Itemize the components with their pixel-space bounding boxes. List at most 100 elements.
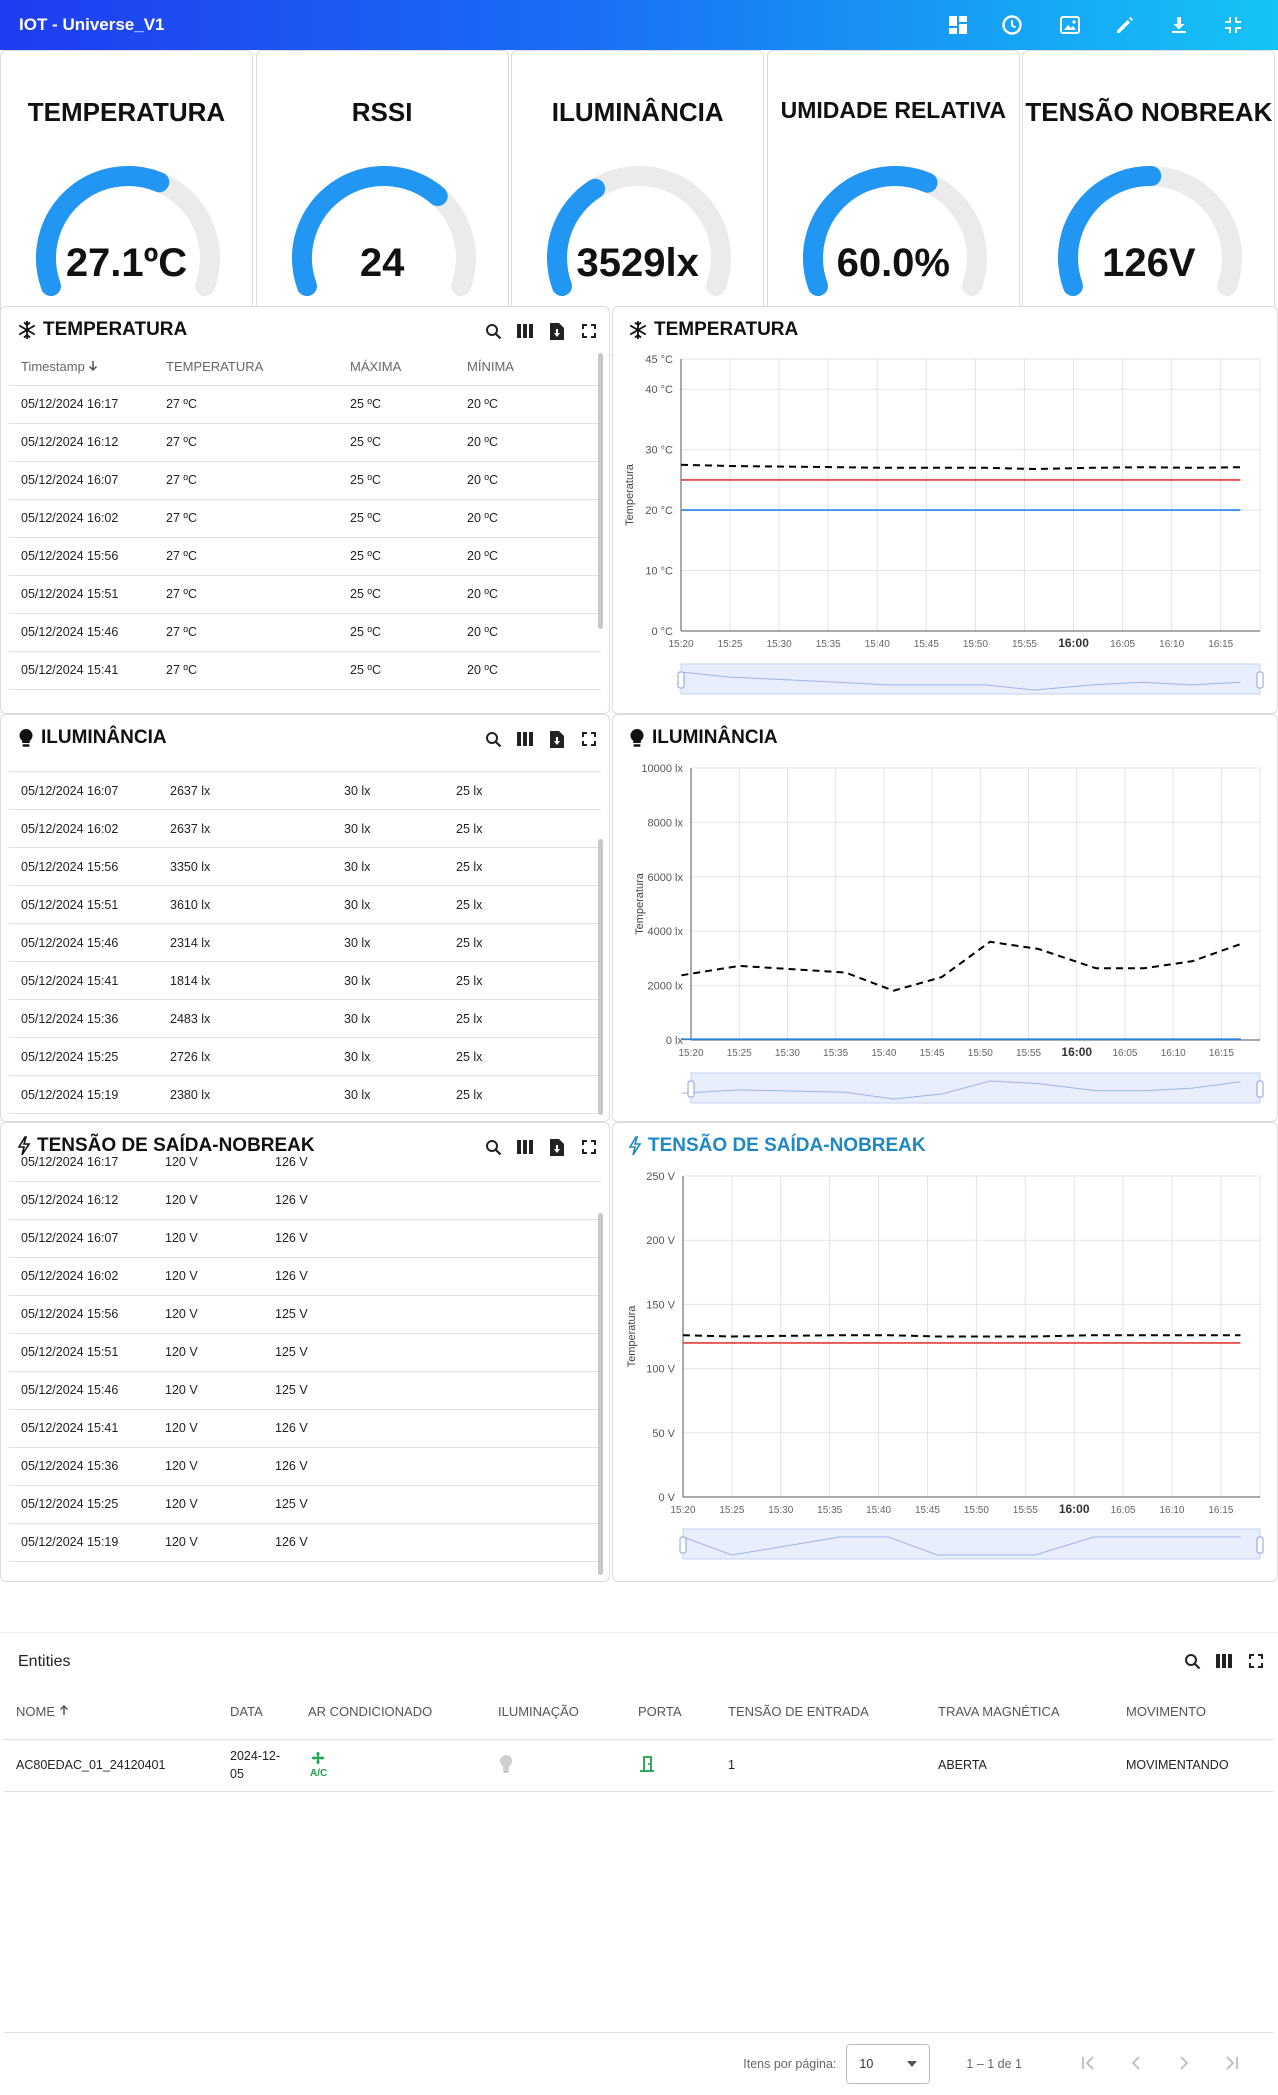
first-page-icon	[1082, 2055, 1094, 2070]
table-row[interactable]: 05/12/2024 16:07 27 ºC 25 ºC 20 ºC	[9, 461, 601, 500]
column-header-timestamp[interactable]: Timestamp	[9, 349, 166, 386]
illuminance-table-card: ILUMINÂNCIA 05/12/2024 16:07 2637 lx 30 lx…	[0, 714, 610, 1122]
table-row[interactable]: 05/12/2024 16:02 27 ºC 25 ºC 20 ºC	[9, 499, 601, 538]
table-row[interactable]: 05/12/2024 16:17 27 ºC 25 ºC 20 ºC	[9, 385, 601, 424]
column-header-porta[interactable]: PORTA	[626, 1685, 716, 1740]
table-row[interactable]: 05/12/2024 15:46 27 ºC 25 ºC 20 ºC	[9, 613, 601, 652]
columns-icon	[517, 324, 533, 338]
download-button[interactable]	[1165, 11, 1193, 39]
table-row[interactable]: 05/12/2024 15:41 1814 lx 30 lx 25 lx	[9, 961, 601, 1000]
illuminance-line-chart[interactable]: 0 lx 2000 lx 4000 lx 6000 lx 8000 lx 10000 lx…	[613, 715, 1278, 1122]
export-button[interactable]	[547, 729, 567, 749]
table-row[interactable]: 05/12/2024 16:02 2637 lx 30 lx 25 lx	[9, 809, 601, 848]
scrollbar[interactable]	[598, 353, 603, 629]
column-header-temperatura[interactable]: TEMPERATURA	[166, 349, 350, 386]
table-row[interactable]: 05/12/2024 16:07 2637 lx 30 lx 25 lx	[9, 771, 601, 810]
items-per-page-select[interactable]: 10	[846, 2044, 931, 2084]
search-button[interactable]	[483, 321, 503, 341]
search-button[interactable]	[1182, 1651, 1202, 1671]
table-row[interactable]: 05/12/2024 15:19 2380 lx 30 lx 25 lx	[9, 1075, 601, 1114]
fullscreen-button[interactable]	[1246, 1651, 1266, 1671]
temperature-line-chart[interactable]: 0 °C 10 °C 20 °C 30 °C 40 °C 45 °C 15:20 15:25 1…	[613, 307, 1278, 714]
table-cell: 05/12/2024 15:46	[9, 613, 166, 652]
table-cell: 120 V	[165, 1143, 275, 1182]
table-cell: 30 lx	[344, 847, 456, 886]
x-tick-label: 15:30	[775, 1048, 800, 1059]
scrollbar[interactable]	[598, 1213, 603, 1575]
columns-button[interactable]	[515, 321, 535, 341]
table-row[interactable]: 05/12/2024 15:25 120 V 125 V	[9, 1485, 601, 1524]
arrow-down-icon	[89, 361, 98, 372]
timewindow-button[interactable]	[998, 11, 1026, 39]
table-row[interactable]: 05/12/2024 15:56 120 V 125 V	[9, 1295, 601, 1334]
fullscreen-exit-icon	[1225, 17, 1241, 33]
table-row[interactable]: 05/12/2024 15:46 120 V 125 V	[9, 1371, 601, 1410]
column-header-movimento[interactable]: MOVIMENTO	[1114, 1685, 1274, 1740]
columns-button[interactable]	[1214, 1651, 1234, 1671]
table-row[interactable]: 05/12/2024 16:02 120 V 126 V	[9, 1257, 601, 1296]
column-header-nome[interactable]: NOME	[4, 1685, 218, 1740]
cell-porta	[626, 1739, 716, 1792]
table-cell: 05/12/2024 16:17	[9, 1143, 165, 1182]
last-page-button[interactable]	[1208, 2054, 1256, 2075]
column-header-trava-magnetica[interactable]: TRAVA MAGNÉTICA	[926, 1685, 1114, 1740]
fullscreen-exit-button[interactable]	[1219, 11, 1247, 39]
table-row[interactable]: 05/12/2024 15:51 120 V 125 V	[9, 1333, 601, 1372]
gauge-value: 126V	[1102, 241, 1196, 285]
columns-button[interactable]	[515, 729, 535, 749]
fullscreen-button[interactable]	[579, 321, 599, 341]
table-row[interactable]: 05/12/2024 15:25 2726 lx 30 lx 25 lx	[9, 1037, 601, 1076]
table-row[interactable]: 05/12/2024 15:56 3350 lx 30 lx 25 lx	[9, 847, 601, 886]
fan-icon	[312, 1752, 324, 1764]
dashboard-button[interactable]	[944, 11, 972, 39]
table-cell: 126 V	[275, 1447, 601, 1486]
zoom-slider-preview	[680, 671, 1241, 691]
table-row[interactable]: 05/12/2024 15:41 120 V 126 V	[9, 1409, 601, 1448]
first-page-button[interactable]	[1064, 2054, 1112, 2075]
export-button[interactable]	[547, 321, 567, 341]
table-row[interactable]: 05/12/2024 16:12 27 ºC 25 ºC 20 ºC	[9, 423, 601, 462]
gauge-arc	[291, 166, 476, 297]
fullscreen-button[interactable]	[579, 729, 599, 749]
table-cell: 27 ºC	[166, 613, 350, 652]
entities-table: NOME DATA AR CONDICIONADO ILUMINAÇÃO POR…	[4, 1685, 1274, 1792]
table-row[interactable]: 05/12/2024 15:36 120 V 126 V	[9, 1447, 601, 1486]
column-header-minima[interactable]: MÍNIMA	[467, 349, 601, 386]
table-cell: 05/12/2024 15:36	[9, 999, 170, 1038]
gauge-title: RSSI	[351, 97, 413, 127]
gauge-value: 27.1ºC	[65, 241, 188, 285]
edit-button[interactable]	[1111, 11, 1139, 39]
table-row[interactable]: 05/12/2024 15:56 27 ºC 25 ºC 20 ºC	[9, 537, 601, 576]
table-row[interactable]: AC80EDAC_01_24120401 2024-12- 05 A/C 1 AB…	[4, 1739, 1274, 1792]
x-tick-label: 15:45	[914, 639, 939, 650]
zoom-handle-right	[1256, 1080, 1264, 1098]
column-header-tensao-de-entrada[interactable]: TENSÃO DE ENTRADA	[716, 1685, 926, 1740]
table-cell: 30 lx	[344, 961, 456, 1000]
table-row[interactable]: 05/12/2024 15:51 3610 lx 30 lx 25 lx	[9, 885, 601, 924]
table-cell: 25 ºC	[350, 423, 467, 462]
export-image-button[interactable]	[1056, 11, 1084, 39]
table-cell: 25 lx	[456, 847, 601, 886]
table-row[interactable]: 05/12/2024 16:07 120 V 126 V	[9, 1219, 601, 1258]
column-header-data[interactable]: DATA	[218, 1685, 296, 1740]
next-page-button[interactable]	[1160, 2054, 1208, 2075]
scrollbar[interactable]	[598, 839, 603, 1115]
column-header-iluminacao[interactable]: ILUMINAÇÃO	[486, 1685, 626, 1740]
previous-page-button[interactable]	[1112, 2054, 1160, 2075]
table-row[interactable]: 05/12/2024 15:19 120 V 126 V	[9, 1523, 601, 1562]
table-row[interactable]: 05/12/2024 16:12 120 V 126 V	[9, 1181, 601, 1220]
table-row[interactable]: 05/12/2024 16:17 120 V 126 V	[9, 1143, 601, 1182]
table-row[interactable]: 05/12/2024 15:51 27 ºC 25 ºC 20 ºC	[9, 575, 601, 614]
column-header-ar-condicionado[interactable]: AR CONDICIONADO	[296, 1685, 486, 1740]
table-row[interactable]: 05/12/2024 15:36 2483 lx 30 lx 25 lx	[9, 999, 601, 1038]
y-tick-label: 200 V	[646, 1235, 675, 1247]
search-button[interactable]	[483, 729, 503, 749]
table-row[interactable]: 05/12/2024 15:41 27 ºC 25 ºC 20 ºC	[9, 651, 601, 690]
top-bar: IOT - Universe_V1	[0, 0, 1278, 50]
column-header-maxima[interactable]: MÁXIMA	[350, 349, 467, 386]
x-tick-label: 15:30	[767, 639, 792, 650]
table-cell: 25 lx	[456, 885, 601, 924]
table-row[interactable]: 05/12/2024 15:46 2314 lx 30 lx 25 lx	[9, 923, 601, 962]
voltage-line-chart[interactable]: 0 V 50 V 100 V 150 V 200 V 250 V 15:20 15:25 15:…	[613, 1123, 1278, 1582]
app-title: IOT - Universe_V1	[19, 15, 165, 34]
